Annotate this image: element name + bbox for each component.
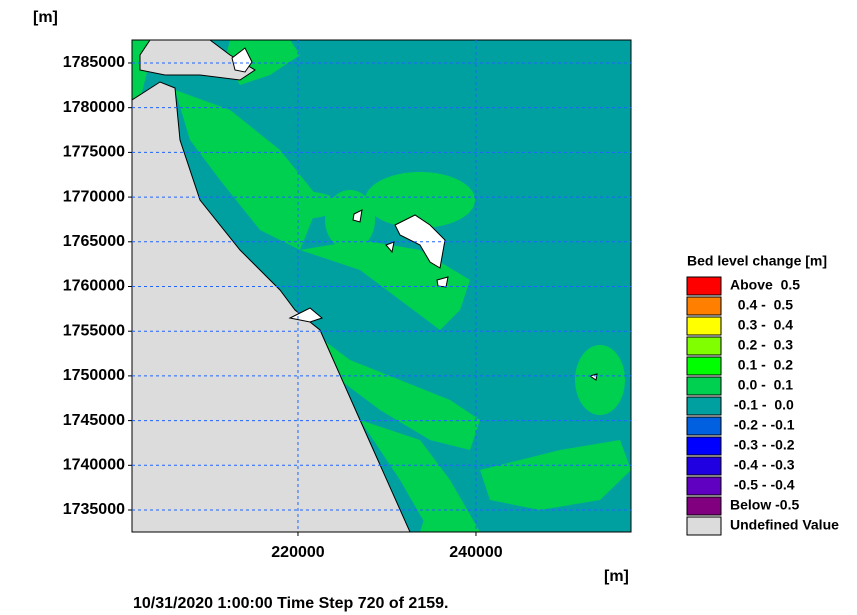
legend-swatch	[686, 356, 722, 376]
y-tick-label: 1775000	[63, 144, 125, 161]
x-unit: [m]	[604, 568, 629, 585]
legend-label: -0.1 - 0.0	[730, 397, 794, 413]
y-tick-label: 1780000	[63, 99, 125, 116]
legend-title: Bed level change [m]	[687, 253, 827, 269]
legend-label: -0.4 - -0.3	[730, 457, 795, 473]
legend-swatch	[686, 416, 722, 436]
y-tick-label: 1740000	[63, 457, 125, 474]
legend-swatch	[686, 316, 722, 336]
y-unit: [m]	[33, 9, 58, 26]
legend-swatch	[686, 456, 722, 476]
legend-label: 0.0 - 0.1	[730, 377, 793, 393]
legend-label: Undefined Value	[730, 517, 839, 533]
legend-label: Below -0.5	[730, 497, 799, 513]
x-tick-label: 220000	[271, 544, 324, 561]
y-tick-label: 1785000	[63, 54, 125, 71]
y-tick-label: 1750000	[63, 367, 125, 384]
land	[132, 81, 411, 532]
x-tick-label: 240000	[449, 544, 502, 561]
legend-swatch	[686, 436, 722, 456]
legend-swatch	[686, 376, 722, 396]
y-tick-label: 1745000	[63, 412, 125, 429]
legend-label: 0.2 - 0.3	[730, 337, 793, 353]
legend-swatch	[686, 296, 722, 316]
y-tick-label: 1755000	[63, 322, 125, 339]
y-tick-label: 1735000	[63, 501, 125, 518]
legend-label: 0.1 - 0.2	[730, 357, 793, 373]
y-tick-label: 1760000	[63, 278, 125, 295]
y-tick-label: 1765000	[63, 233, 125, 250]
legend-label: 0.3 - 0.4	[730, 317, 793, 333]
legend-swatch	[686, 496, 722, 516]
legend-label: -0.5 - -0.4	[730, 477, 795, 493]
legend-label: -0.3 - -0.2	[730, 437, 795, 453]
footer: 10/31/2020 1:00:00 Time Step 720 of 2159…	[133, 595, 448, 612]
legend-label: Above 0.5	[730, 277, 800, 293]
legend-swatch	[686, 516, 722, 536]
legend-swatch	[686, 396, 722, 416]
legend-label: 0.4 - 0.5	[730, 297, 793, 313]
legend-label: -0.2 - -0.1	[730, 417, 795, 433]
legend-swatch	[686, 276, 722, 296]
legend-swatch	[686, 476, 722, 496]
legend-swatch	[686, 336, 722, 356]
y-tick-label: 1770000	[63, 188, 125, 205]
